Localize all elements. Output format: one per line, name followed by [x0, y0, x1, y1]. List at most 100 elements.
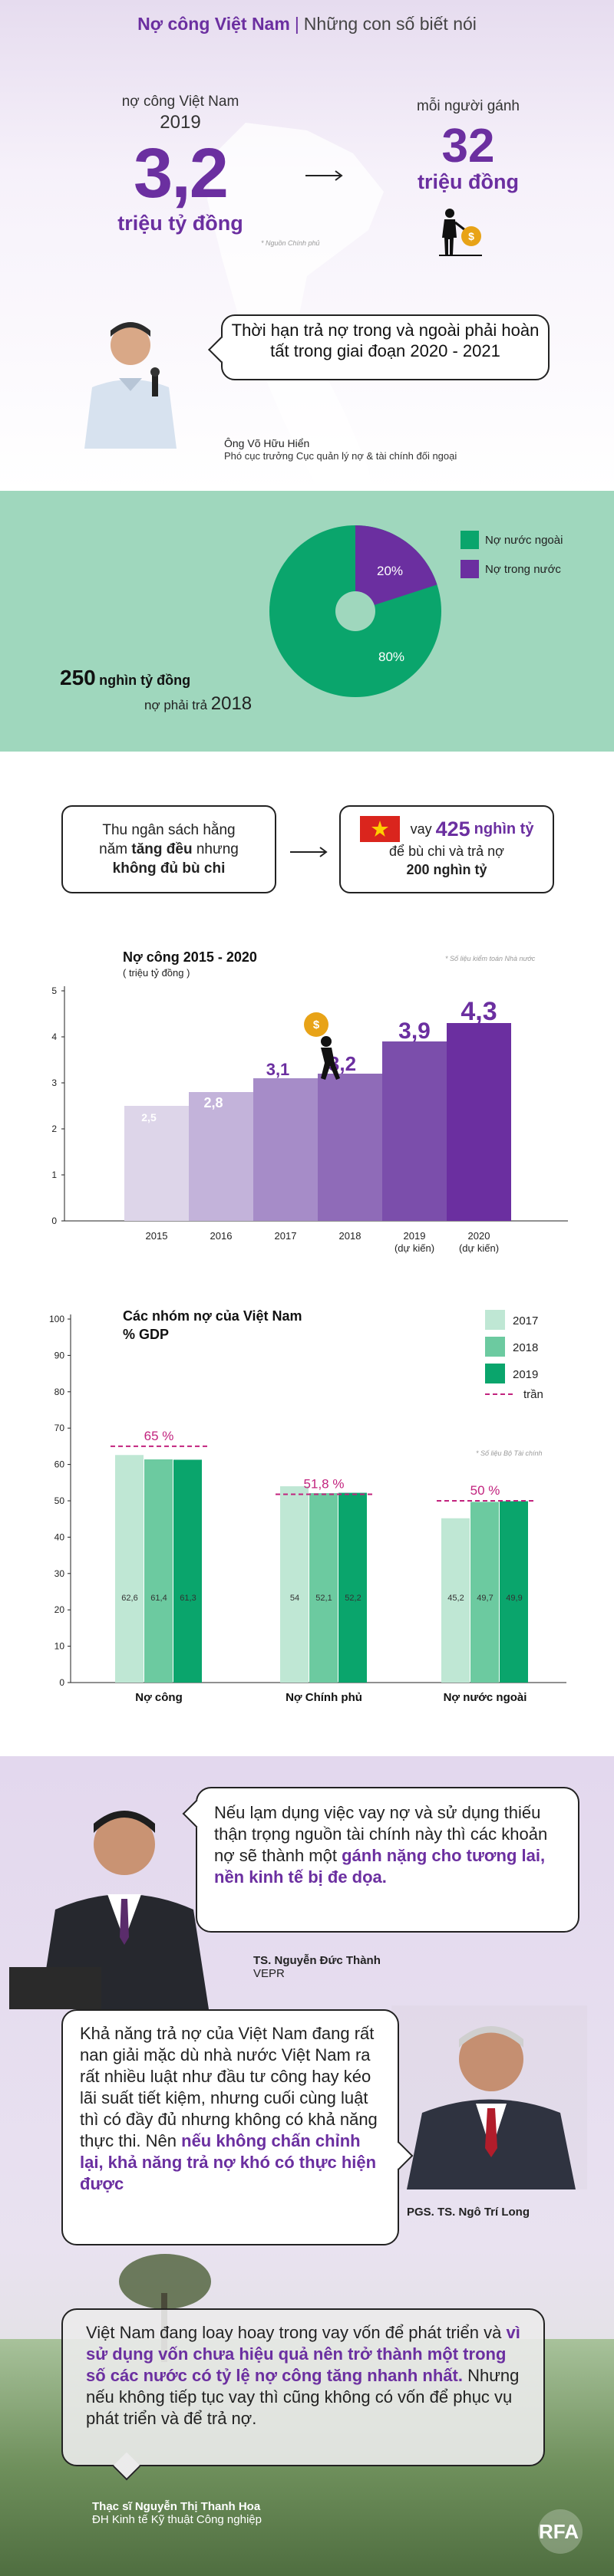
- chart2-bar: [173, 1459, 202, 1683]
- budget-revenue-deficit: không đủ bù chi: [112, 860, 226, 877]
- quote-repayment-text: Thời hạn trả nợ trong và ngoài phải hoàn…: [231, 321, 540, 360]
- speaker-photo-ngo-tri-long: [391, 2005, 587, 2189]
- chart2-bar: [309, 1493, 338, 1683]
- header-title: Nợ công Việt Nam: [137, 14, 290, 34]
- svg-text:$: $: [468, 230, 474, 242]
- chart2-legend-swatch: [485, 1310, 505, 1330]
- quote2-text: Nếu lạm dụng việc vay nợ và sử dụng thiế…: [214, 1803, 548, 1865]
- chart1-y-tick-label: 1: [51, 1170, 57, 1180]
- quote-box-repayment: Thời hạn trả nợ trong và ngoài phải hoàn…: [208, 314, 550, 380]
- public-debt-unit: triệu tỷ đồng: [117, 212, 243, 235]
- debt-groups-grouped-bar-chart: Các nhóm nợ của Việt Nam % GDP * Số liệu…: [49, 1308, 566, 1704]
- chart2-legend-ceiling-label: trần: [523, 1388, 543, 1401]
- speaker-name: TS. Nguyễn Đức Thành: [253, 1954, 381, 1967]
- chart1-x-label: 2018: [339, 1230, 361, 1242]
- arrow-right-icon: [305, 170, 343, 181]
- speaker-name: Thạc sĩ Nguyễn Thị Thanh Hoa: [92, 2500, 261, 2513]
- budget-revenue-highlight: tăng đều: [131, 841, 193, 857]
- chart1-title: Nợ công 2015 - 2020: [123, 949, 257, 965]
- chart2-value-label: 52,2: [345, 1594, 361, 1603]
- chart1-y-tick-label: 2: [51, 1124, 57, 1134]
- section-public-debt-chart: Nợ công 2015 - 2020 ( triệu tỷ đồng ) * …: [0, 936, 614, 1265]
- chart2-bar: [500, 1501, 528, 1683]
- chart2-y-tick-label: 0: [59, 1677, 64, 1688]
- chart2-ceiling-label: 50 %: [470, 1483, 500, 1498]
- budget-box-revenue: Thu ngân sách hằng năm tăng đều nhưng kh…: [61, 805, 276, 893]
- speaker-role: Phó cục trưởng Cục quản lý nợ & tài chín…: [224, 450, 457, 462]
- chart1-y-tick-label: 4: [51, 1031, 57, 1042]
- speaker-name: Ông Võ Hữu Hiển: [224, 437, 310, 449]
- pie-label-domestic: 20%: [377, 564, 403, 578]
- public-debt-stat: nợ công Việt Nam 2019 3,2 triệu tỷ đồng: [84, 94, 276, 235]
- chart1-bar: [189, 1092, 253, 1221]
- chart2-value-label: 52,1: [315, 1594, 332, 1603]
- chart2-subtitle: % GDP: [123, 1327, 169, 1342]
- chart2-value-label: 45,2: [447, 1594, 464, 1603]
- public-debt-value: 3,2: [134, 134, 229, 212]
- rfa-logo: RFA: [538, 2509, 583, 2554]
- debt-due-unit: nghìn tỷ đồng: [99, 673, 191, 688]
- chart1-y-tick-label: 5: [51, 985, 57, 996]
- debt-due-total: 250 nghìn tỷ đồng nợ phải trả 2018: [60, 666, 252, 714]
- per-capita-label: mỗi người gánh: [417, 98, 520, 114]
- quote-box-ngo-tri-long: Khả năng trả nợ của Việt Nam đang rất na…: [61, 2009, 414, 2245]
- speaker-role: VEPR: [253, 1967, 285, 1980]
- chart2-bar: [470, 1502, 499, 1683]
- chart1-value-label: 2,8: [203, 1095, 223, 1110]
- borrow-unit: nghìn tỷ: [474, 821, 534, 837]
- person-carrying-money-icon: $: [304, 1012, 340, 1080]
- chart2-legend-label: 2017: [513, 1314, 538, 1327]
- chart1-x-label: 2015: [146, 1230, 168, 1242]
- legend-label-domestic: Nợ trong nước: [485, 562, 561, 576]
- borrow-purpose: để bù chi và trả nợ: [389, 844, 504, 859]
- pie-legend: Nợ nước ngoài Nợ trong nước: [460, 531, 563, 589]
- speaker-photo-vo-huu-hien: [84, 322, 177, 449]
- chart1-bar: [447, 1023, 511, 1221]
- chart2-y-tick-label: 70: [54, 1423, 65, 1433]
- chart2-group-label: Nợ công: [135, 1691, 183, 1704]
- chart2-y-tick-label: 60: [54, 1459, 65, 1470]
- vietnam-map-silhouette: [207, 123, 384, 491]
- pie-slice-domestic: [355, 525, 437, 611]
- chart2-y-tick-label: 50: [54, 1495, 65, 1506]
- svg-text:$: $: [313, 1018, 320, 1031]
- quote3-highlight: nếu không chấn chỉnh lại, khả năng trả n…: [80, 2131, 377, 2193]
- public-debt-bar-chart: Nợ công 2015 - 2020 ( triệu tỷ đồng ) * …: [51, 949, 568, 1254]
- chart2-value-label: 54: [290, 1594, 299, 1603]
- quote4-text-1: Việt Nam đang loay hoay trong vay vốn để…: [86, 2323, 507, 2342]
- public-debt-year: 2019: [160, 112, 201, 133]
- borrow-label: vay: [410, 821, 432, 837]
- speaker-nguyen-duc-thanh: TS. Nguyễn Đức Thành VEPR: [253, 1954, 381, 1980]
- chart2-y-tick-label: 40: [54, 1531, 65, 1542]
- speaker-nguyen-thi-thanh-hoa: Thạc sĩ Nguyễn Thị Thanh Hoa ĐH Kinh tế …: [92, 2500, 262, 2526]
- quote-box-nguyen-thi-thanh-hoa: Việt Nam đang loay hoay trong vay vốn để…: [61, 2308, 545, 2481]
- chart1-x-label: 2016: [210, 1230, 233, 1242]
- chart2-y-tick-label: 30: [54, 1568, 65, 1579]
- per-capita-unit: triệu đồng: [418, 170, 519, 193]
- chart2-y-tick-label: 90: [54, 1350, 65, 1360]
- chart2-y-tick-label: 100: [49, 1314, 64, 1324]
- chart2-value-label: 61,3: [180, 1594, 196, 1603]
- legend-item-foreign: Nợ nước ngoài: [460, 531, 563, 549]
- budget-box-borrowing: vay 425 nghìn tỷ để bù chi và trả nợ 200…: [339, 805, 554, 893]
- speaker-ngo-tri-long: PGS. TS. Ngô Trí Long: [407, 2206, 530, 2219]
- section-debt-groups-chart: Các nhóm nợ của Việt Nam % GDP * Số liệu…: [0, 1265, 614, 1756]
- page-header: Nợ công Việt Nam | Những con số biết nói: [137, 14, 477, 34]
- chart2-title: Các nhóm nợ của Việt Nam: [123, 1308, 302, 1324]
- chart2-source: * Số liệu Bộ Tài chính: [476, 1449, 543, 1457]
- quote3-text: Khả năng trả nợ của Việt Nam đang rất na…: [80, 2024, 378, 2150]
- quote-box-nguyen-duc-thanh: Nếu lạm dụng việc vay nợ và sử dụng thiế…: [182, 1787, 579, 1933]
- chart2-y-tick-label: 80: [54, 1387, 65, 1397]
- chart2-legend-swatch: [485, 1364, 505, 1383]
- chart1-bar: [124, 1106, 189, 1221]
- debt-due-label-line: nợ phải trả 2018: [144, 693, 252, 715]
- chart2-legend-label: 2018: [513, 1341, 538, 1354]
- chart2-value-label: 49,9: [506, 1594, 522, 1603]
- legend-swatch-foreign: [460, 531, 479, 549]
- quote2-highlight: gánh nặng cho tương lai, nền kinh tế bị …: [214, 1846, 546, 1887]
- chart1-x-label: 2019: [404, 1230, 426, 1242]
- chart1-x-label: 2020: [468, 1230, 490, 1242]
- chart2-value-label: 61,4: [150, 1594, 167, 1603]
- budget-revenue-text-1: Thu ngân sách hằng: [102, 822, 236, 838]
- pie-center-hole: [335, 591, 375, 631]
